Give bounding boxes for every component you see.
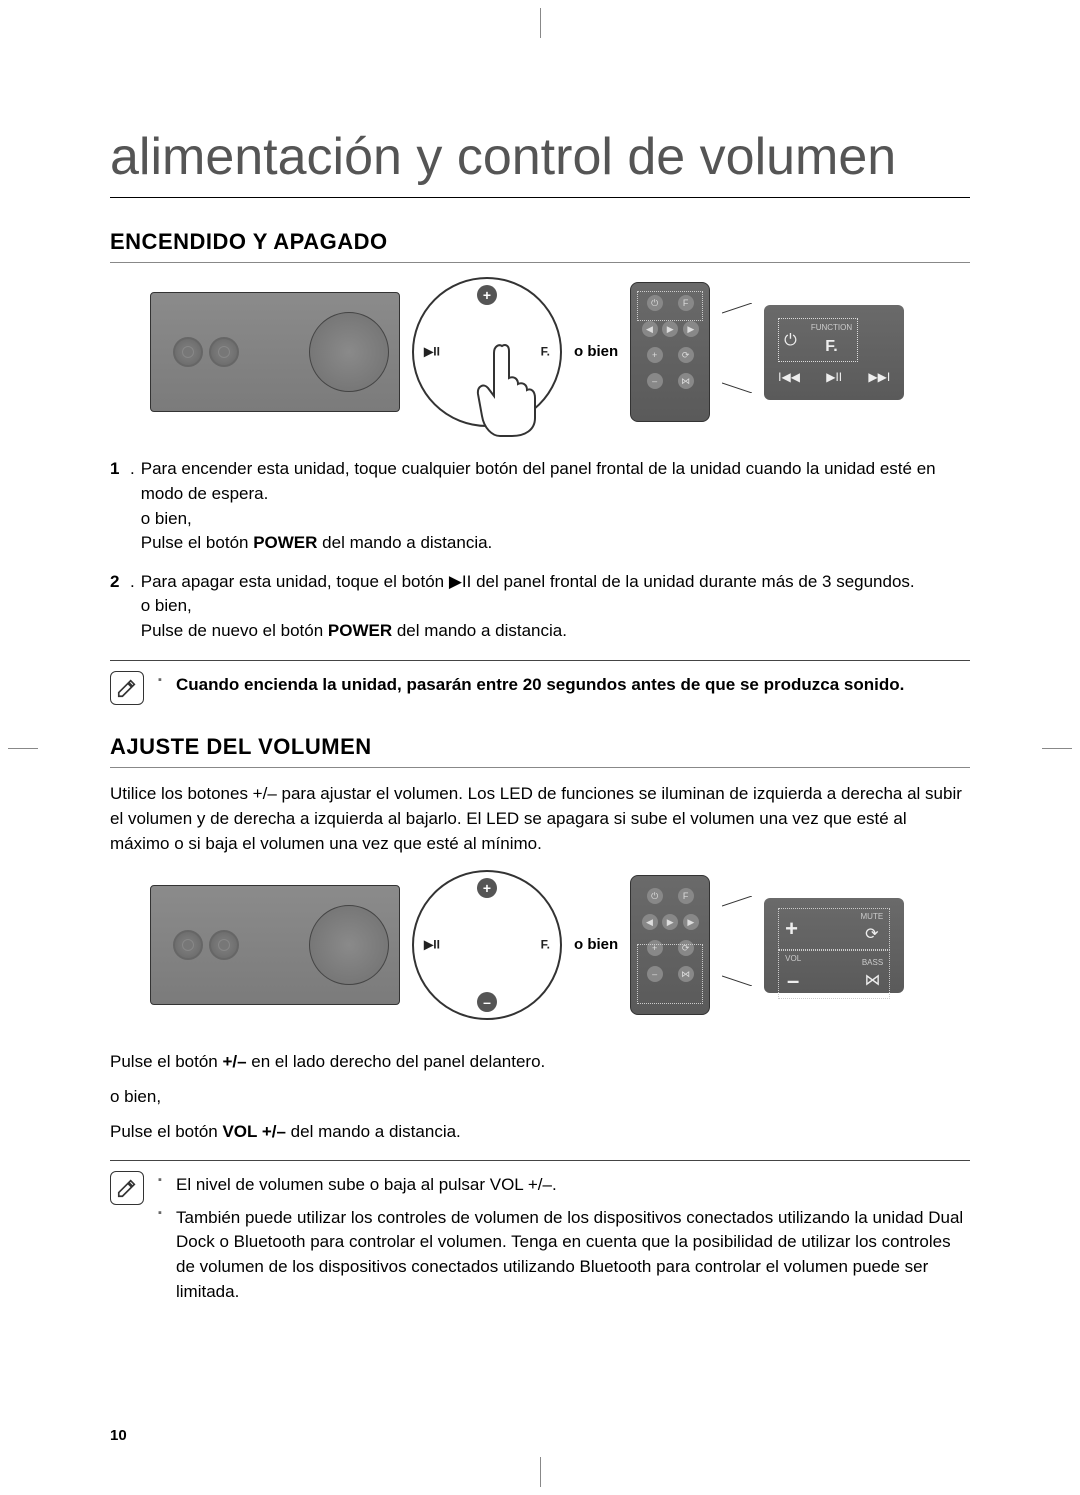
crop-mark — [540, 1457, 541, 1487]
intro-text: Utilice los botones +/– para ajustar el … — [110, 782, 970, 856]
crop-mark — [1042, 748, 1072, 749]
mute-label: MUTE — [861, 911, 884, 923]
step-text: Para encender esta unidad, toque cualqui… — [141, 457, 970, 506]
pencil-note-icon — [110, 1171, 144, 1205]
bass-label: BASS — [862, 957, 883, 969]
driver-icon — [209, 930, 239, 960]
play-icon: ▶II — [826, 369, 842, 386]
figure-row-power: + ▶II F. o bien ⏻F ◀▶▶ +⟳ –⋈ ⏻ FUNCTION … — [150, 277, 970, 427]
vol-plus-icon: + — [785, 916, 798, 941]
step-number: 1 — [110, 457, 124, 556]
function-label: FUNCTION — [811, 322, 852, 334]
remote-illustration: ⏻F ◀▶▶ +⟳ –⋈ — [630, 282, 710, 422]
function-label: F. — [541, 937, 550, 954]
list-item: 1. Para encender esta unidad, toque cual… — [110, 457, 970, 556]
instruction-text: o bien, — [110, 1085, 970, 1110]
step-text: Pulse de nuevo el botón POWER del mando … — [141, 619, 915, 644]
callout-lines — [722, 896, 752, 994]
plus-icon: + — [477, 878, 497, 898]
list-item: 2. Para apagar esta unidad, toque el bot… — [110, 570, 970, 644]
play-pause-icon: ▶II — [424, 344, 440, 361]
mute-icon: ⟳ — [865, 926, 878, 943]
hand-pointer-icon — [472, 338, 542, 438]
or-label: o bien — [574, 341, 618, 363]
note-text: Cuando encienda la unidad, pasarán entre… — [158, 673, 904, 698]
plus-icon: + — [477, 285, 497, 305]
next-icon: ▶▶I — [868, 369, 890, 386]
section-heading-power: ENCENDIDO Y APAGADO — [110, 226, 970, 263]
speaker-illustration — [150, 885, 400, 1005]
remote-zoom-panel: ⏻ FUNCTION F. I◀◀ ▶II ▶▶I — [764, 305, 904, 400]
or-label: o bien — [574, 934, 618, 956]
step-text: Pulse el botón POWER del mando a distanc… — [141, 531, 970, 556]
step-text: o bien, — [141, 507, 970, 532]
crop-mark — [8, 748, 38, 749]
driver-icon — [173, 930, 203, 960]
prev-icon: I◀◀ — [778, 369, 800, 386]
pencil-note-icon — [110, 671, 144, 705]
note-block: El nivel de volumen sube o baja al pulsa… — [110, 1171, 970, 1312]
crop-mark — [540, 8, 541, 38]
note-block: Cuando encienda la unidad, pasarán entre… — [110, 671, 970, 706]
note-text: También puede utilizar los controles de … — [158, 1206, 970, 1305]
callout-lines — [722, 303, 752, 401]
vol-minus-icon: – — [787, 968, 799, 993]
control-disc-zoom: + – ▶II F. — [412, 870, 562, 1020]
page-number: 10 — [110, 1425, 127, 1447]
remote-illustration: ⏻F ◀▶▶ +⟳ –⋈ — [630, 875, 710, 1015]
instruction-list-power: 1. Para encender esta unidad, toque cual… — [110, 457, 970, 643]
note-text: El nivel de volumen sube o baja al pulsa… — [158, 1173, 970, 1198]
driver-icon — [209, 337, 239, 367]
divider — [110, 660, 970, 661]
divider — [110, 1160, 970, 1161]
driver-icon — [173, 337, 203, 367]
step-text: Para apagar esta unidad, toque el botón … — [141, 570, 915, 595]
vol-label: VOL — [785, 953, 801, 965]
remote-zoom-panel: + MUTE ⟳ VOL – BASS ⋈ — [764, 898, 904, 993]
function-icon: F. — [825, 338, 837, 355]
step-text: o bien, — [141, 594, 915, 619]
instruction-text: Pulse el botón VOL +/– del mando a dista… — [110, 1120, 970, 1145]
instruction-text: Pulse el botón +/– en el lado derecho de… — [110, 1050, 970, 1075]
surround-icon: ⋈ — [865, 972, 881, 989]
minus-icon: – — [477, 992, 497, 1012]
speaker-illustration — [150, 292, 400, 412]
play-pause-icon: ▶II — [424, 937, 440, 954]
power-icon: ⏻ — [784, 329, 797, 352]
page-title: alimentación y control de volumen — [110, 120, 970, 198]
control-wheel-icon — [309, 905, 389, 985]
section-heading-volume: AJUSTE DEL VOLUMEN — [110, 731, 970, 768]
step-number: 2 — [110, 570, 124, 644]
figure-row-volume: + – ▶II F. o bien ⏻F ◀▶▶ +⟳ –⋈ + MUTE ⟳ V… — [150, 870, 970, 1020]
control-wheel-icon — [309, 312, 389, 392]
control-disc-zoom: + ▶II F. — [412, 277, 562, 427]
